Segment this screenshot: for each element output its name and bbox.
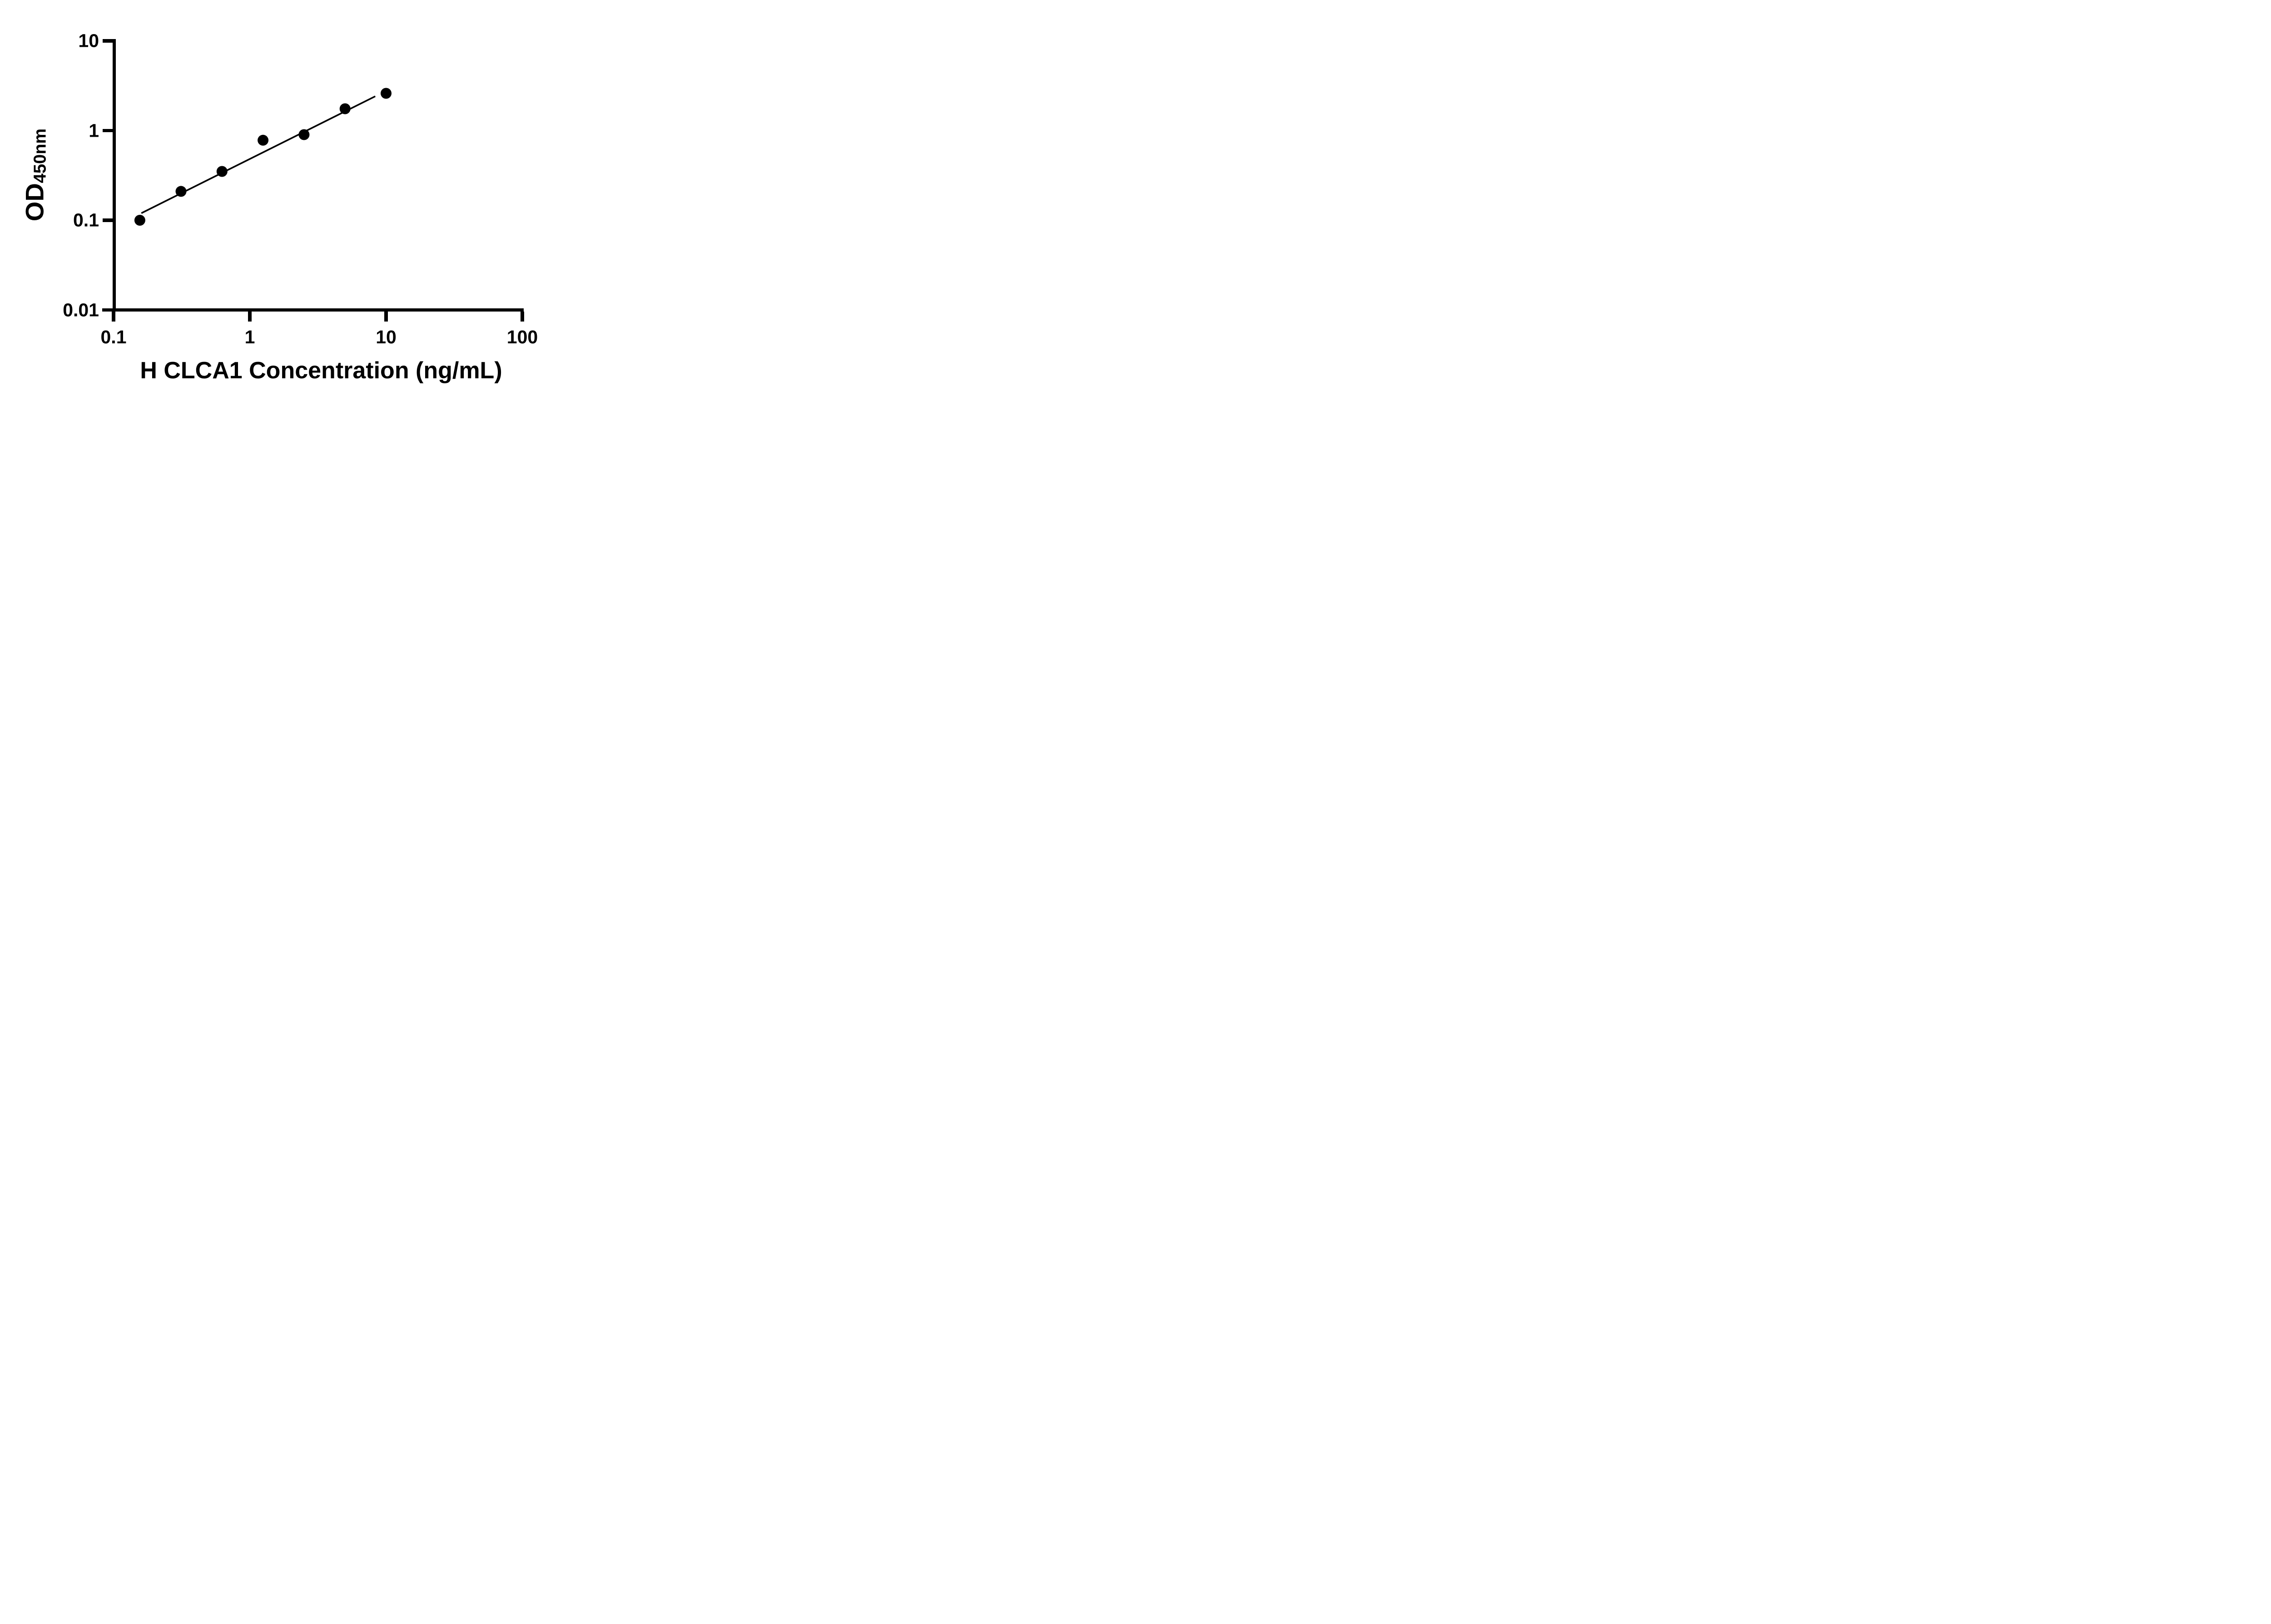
x-tick-label: 0.1	[100, 327, 127, 347]
trend-line	[141, 95, 376, 214]
y-tick	[103, 218, 114, 222]
x-tick	[521, 312, 524, 322]
data-point	[216, 166, 228, 177]
y-axis-line	[113, 39, 116, 312]
data-point	[339, 103, 351, 114]
y-tick-label: 1	[89, 120, 99, 141]
x-tick-label: 10	[376, 327, 397, 347]
x-tick	[112, 312, 115, 322]
x-axis-line	[102, 308, 524, 312]
data-point	[381, 88, 392, 99]
y-tick	[103, 129, 114, 133]
x-tick	[248, 312, 252, 322]
x-tick	[384, 312, 388, 322]
data-point	[298, 129, 310, 140]
y-tick-label: 10	[78, 30, 99, 51]
data-point	[134, 215, 145, 226]
x-tick-label: 1	[244, 327, 255, 347]
x-axis-title: H CLCA1 Concentration (ng/mL)	[140, 357, 502, 384]
x-tick-label: 100	[506, 327, 538, 347]
plot-area	[134, 88, 392, 226]
y-tick	[103, 308, 114, 312]
data-point	[258, 134, 269, 146]
y-tick-label: 0.1	[73, 209, 99, 231]
data-point	[175, 186, 187, 197]
elisa-standard-curve-figure: OD450nm 10 1 0.1 0.01 0.1 1 10 100 H CLCA1 Con…	[0, 0, 587, 406]
y-tick	[103, 39, 114, 43]
y-tick-label: 0.01	[63, 299, 99, 320]
